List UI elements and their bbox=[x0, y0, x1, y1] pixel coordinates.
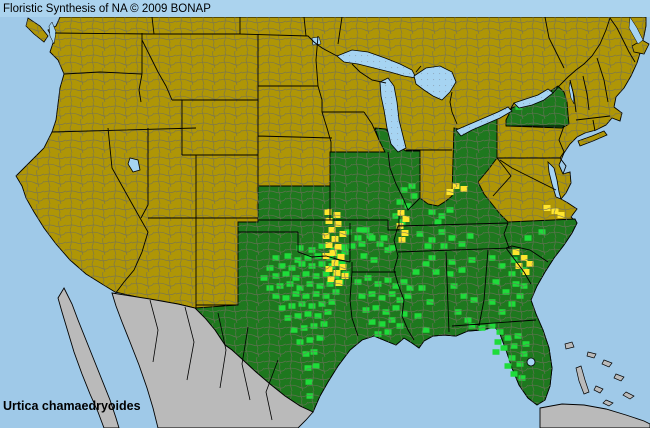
map-title: Floristic Synthesis of NA © 2009 BONAP bbox=[3, 2, 211, 15]
great-lakes bbox=[48, 16, 644, 367]
state-borders bbox=[51, 33, 611, 341]
bay-of-fundy bbox=[628, 16, 644, 45]
mexico-mainland bbox=[111, 292, 314, 428]
baja-california bbox=[57, 287, 120, 428]
county-marker bbox=[504, 363, 512, 369]
mexico-state-lines bbox=[149, 299, 279, 421]
lake-huron bbox=[413, 65, 457, 101]
foreign-landmass bbox=[57, 287, 650, 428]
county-marker bbox=[492, 349, 500, 355]
great-salt-lake bbox=[127, 157, 141, 173]
species-name-label: Urtica chamaedryoides bbox=[3, 399, 141, 413]
county-marker bbox=[494, 339, 502, 345]
county-marker bbox=[500, 345, 508, 351]
puget-sound bbox=[48, 21, 57, 45]
lake-michigan bbox=[379, 77, 407, 153]
chesapeake-bay bbox=[547, 160, 562, 200]
county-marker bbox=[510, 371, 518, 377]
cuba bbox=[539, 403, 650, 428]
lake-of-the-woods bbox=[311, 36, 322, 46]
canada-borders bbox=[54, 16, 636, 125]
title-bar: Floristic Synthesis of NA © 2009 BONAP bbox=[0, 0, 650, 17]
bahamas-islands bbox=[564, 341, 635, 407]
lake-okeechobee bbox=[526, 357, 536, 367]
lake-erie bbox=[455, 106, 513, 137]
